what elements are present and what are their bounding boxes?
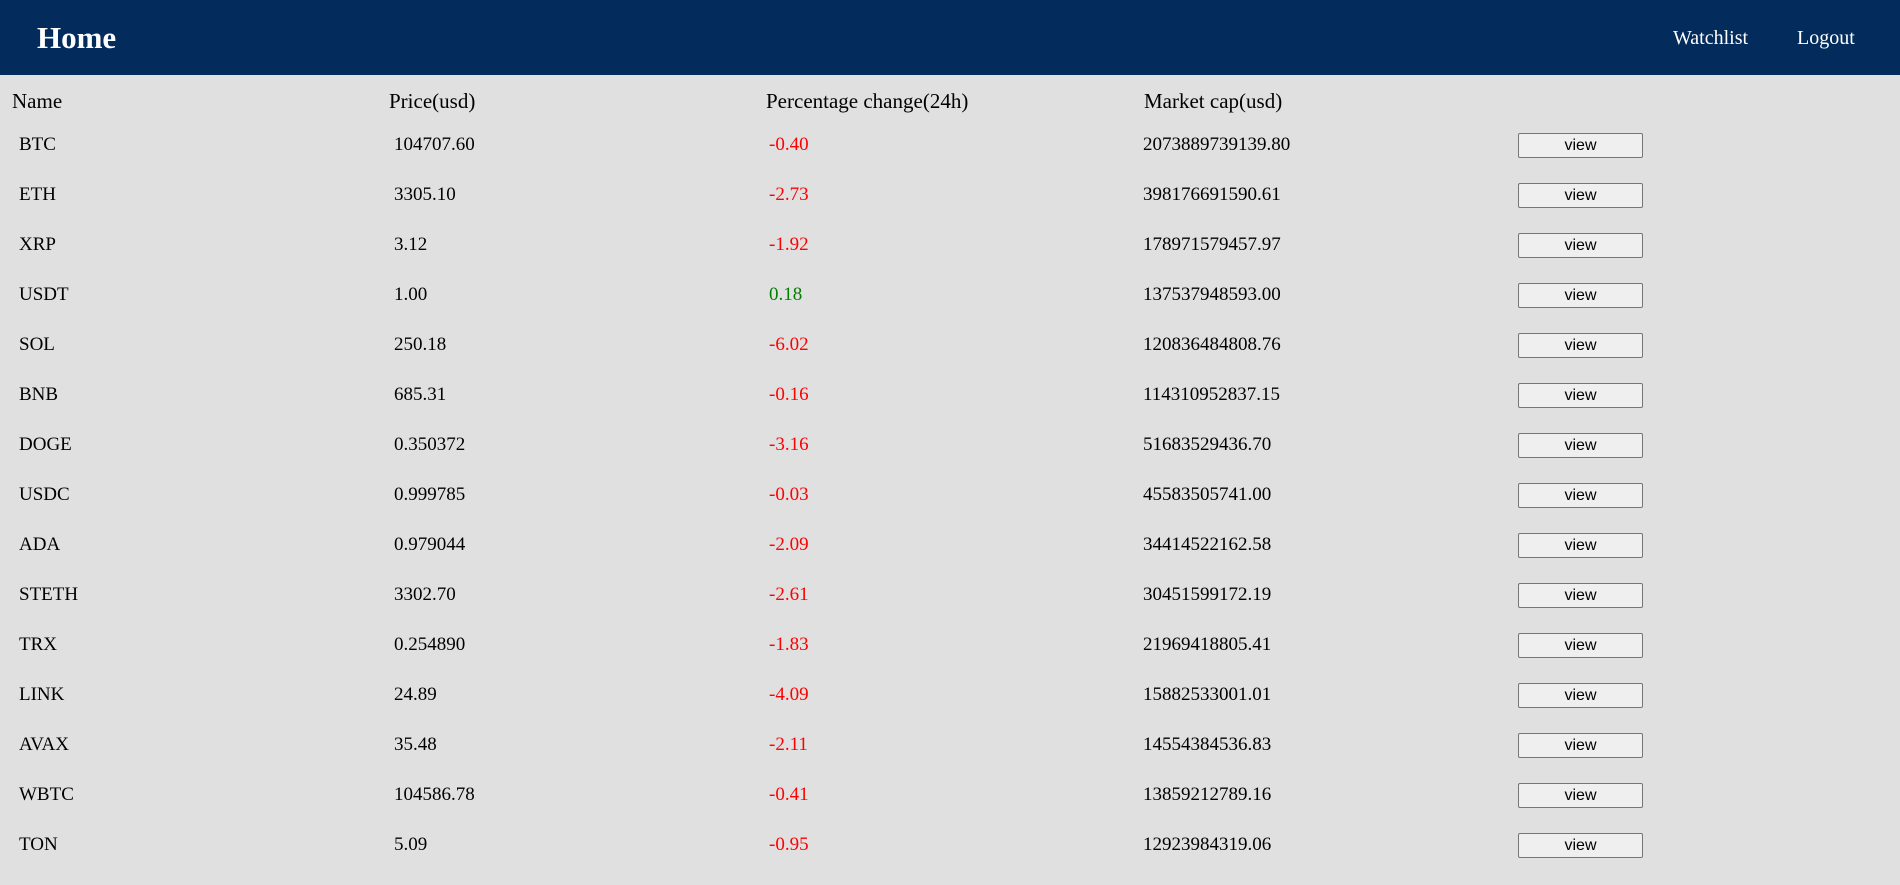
coin-change: -0.95	[769, 834, 809, 855]
coin-price: 3.12	[394, 234, 428, 255]
coin-change: -2.09	[769, 534, 809, 555]
view-button[interactable]: view	[1518, 383, 1643, 408]
table-row: BNB 685.31 -0.16 114310952837.15 view	[0, 383, 1900, 434]
coin-change: -0.03	[769, 484, 809, 505]
view-button[interactable]: view	[1518, 633, 1643, 658]
header-price: Price(usd)	[389, 89, 476, 113]
coin-market-cap: 120836484808.76	[1143, 334, 1281, 355]
coin-price: 104707.60	[394, 134, 475, 155]
coin-change: 0.18	[769, 284, 803, 305]
coin-name: USDC	[19, 484, 70, 505]
coin-name: ETH	[19, 184, 56, 205]
view-button[interactable]: view	[1518, 483, 1643, 508]
coin-market-cap: 34414522162.58	[1143, 534, 1272, 555]
view-button[interactable]: view	[1518, 433, 1643, 458]
coin-market-cap: 178971579457.97	[1143, 234, 1281, 255]
coin-name: SOL	[19, 334, 55, 355]
header-name: Name	[12, 89, 63, 113]
coin-price: 0.254890	[394, 634, 466, 655]
view-button[interactable]: view	[1518, 783, 1643, 808]
header-change: Percentage change(24h)	[766, 89, 969, 113]
coin-name: USDT	[19, 284, 69, 305]
coin-name: STETH	[19, 584, 79, 605]
coin-market-cap: 15882533001.01	[1143, 684, 1272, 705]
coin-market-cap: 114310952837.15	[1143, 384, 1281, 405]
coin-market-cap: 45583505741.00	[1143, 484, 1272, 505]
coin-name: TRX	[19, 634, 57, 655]
coin-price: 3302.70	[394, 584, 456, 605]
coin-change: -0.41	[769, 784, 809, 805]
view-button[interactable]: view	[1518, 533, 1643, 558]
coin-market-cap: 14554384536.83	[1143, 734, 1272, 755]
coin-market-cap: 398176691590.61	[1143, 184, 1281, 205]
coin-change: -0.16	[769, 384, 809, 405]
view-button[interactable]: view	[1518, 833, 1643, 858]
coin-price: 0.999785	[394, 484, 466, 505]
coin-change: -2.73	[769, 184, 809, 205]
coin-change: -3.16	[769, 434, 809, 455]
view-button[interactable]: view	[1518, 683, 1643, 708]
coin-change: -2.11	[769, 734, 808, 755]
coin-price: 35.48	[394, 734, 437, 755]
logout-link[interactable]: Logout	[1797, 27, 1855, 49]
coin-change: -2.61	[769, 584, 809, 605]
coin-price: 250.18	[394, 334, 447, 355]
coin-price: 5.09	[394, 834, 428, 855]
coin-price: 24.89	[394, 684, 437, 705]
coin-name: ADA	[19, 534, 61, 555]
page-title: Home	[37, 20, 117, 55]
coin-name: WBTC	[19, 784, 74, 805]
coin-change: -6.02	[769, 334, 809, 355]
view-button[interactable]: view	[1518, 583, 1643, 608]
coin-price: 685.31	[394, 384, 447, 405]
coin-market-cap: 12923984319.06	[1143, 834, 1272, 855]
table-row: TRX 0.254890 -1.83 21969418805.41 view	[0, 633, 1900, 684]
watchlist-link[interactable]: Watchlist	[1673, 27, 1749, 49]
coin-name: AVAX	[19, 734, 69, 755]
coin-price: 1.00	[394, 284, 428, 305]
table-row: TON 5.09 -0.95 12923984319.06 view	[0, 833, 1900, 884]
coin-price: 104586.78	[394, 784, 475, 805]
coin-market-cap: 13859212789.16	[1143, 784, 1272, 805]
top-navbar: Home Watchlist Logout	[0, 0, 1900, 75]
table-row: STETH 3302.70 -2.61 30451599172.19 view	[0, 583, 1900, 634]
view-button[interactable]: view	[1518, 333, 1643, 358]
coin-change: -0.40	[769, 134, 809, 155]
coin-market-cap: 51683529436.70	[1143, 434, 1272, 455]
table-row: BTC 104707.60 -0.40 2073889739139.80 view	[0, 133, 1900, 184]
table-row: USDT 1.00 0.18 137537948593.00 view	[0, 283, 1900, 334]
table-row: XRP 3.12 -1.92 178971579457.97 view	[0, 233, 1900, 284]
table-row: ETH 3305.10 -2.73 398176691590.61 view	[0, 183, 1900, 234]
coin-market-cap: 137537948593.00	[1143, 284, 1281, 305]
table-row: SOL 250.18 -6.02 120836484808.76 view	[0, 333, 1900, 384]
view-button[interactable]: view	[1518, 233, 1643, 258]
view-button[interactable]: view	[1518, 133, 1643, 158]
coin-market-cap: 2073889739139.80	[1143, 134, 1291, 155]
table-row: USDC 0.999785 -0.03 45583505741.00 view	[0, 483, 1900, 534]
table-row: AVAX 35.48 -2.11 14554384536.83 view	[0, 733, 1900, 784]
coin-name: BTC	[19, 134, 56, 155]
view-button[interactable]: view	[1518, 283, 1643, 308]
coin-change: -1.83	[769, 634, 809, 655]
table-row: ADA 0.979044 -2.09 34414522162.58 view	[0, 533, 1900, 584]
view-button[interactable]: view	[1518, 183, 1643, 208]
coin-change: -1.92	[769, 234, 809, 255]
coin-name: LINK	[19, 684, 65, 705]
coin-name: DOGE	[19, 434, 72, 455]
coin-price: 0.979044	[394, 534, 466, 555]
coin-name: BNB	[19, 384, 59, 405]
coin-name: TON	[19, 834, 58, 855]
coin-change: -4.09	[769, 684, 809, 705]
coin-market-cap: 30451599172.19	[1143, 584, 1272, 605]
coin-price: 3305.10	[394, 184, 456, 205]
coin-name: XRP	[19, 234, 56, 255]
view-button[interactable]: view	[1518, 733, 1643, 758]
header-market-cap: Market cap(usd)	[1144, 89, 1283, 113]
table-row: LINK 24.89 -4.09 15882533001.01 view	[0, 683, 1900, 734]
table-row: WBTC 104586.78 -0.41 13859212789.16 view	[0, 783, 1900, 834]
coin-market-cap: 21969418805.41	[1143, 634, 1272, 655]
table-row: DOGE 0.350372 -3.16 51683529436.70 view	[0, 433, 1900, 484]
coin-price: 0.350372	[394, 434, 466, 455]
